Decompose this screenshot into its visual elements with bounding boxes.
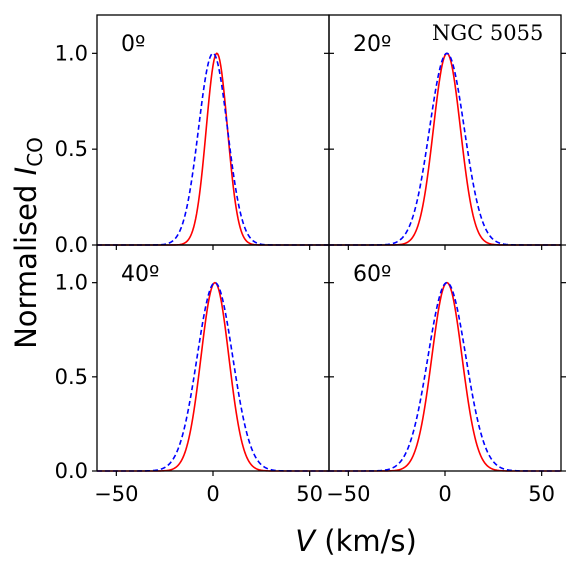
series-line-solid bbox=[329, 281, 561, 472]
series-line-dashed bbox=[97, 281, 329, 472]
series-line-solid bbox=[97, 52, 329, 246]
y-axis-title: Normalised ICO bbox=[9, 137, 47, 349]
y-tick-label: 0.5 bbox=[55, 365, 88, 389]
galaxy-label: NGC 5055 bbox=[432, 21, 543, 45]
y-tick-label: 0.5 bbox=[55, 137, 88, 161]
panel-label: 60º bbox=[353, 262, 391, 287]
series-line-dashed bbox=[329, 281, 561, 472]
series-line-solid bbox=[329, 52, 561, 246]
x-tick-label: 50 bbox=[296, 482, 323, 506]
panel-label: 0º bbox=[121, 32, 145, 57]
panel-0: 0.0 0.5 1.0 0º bbox=[55, 14, 334, 257]
panel-label: 20º bbox=[353, 32, 391, 57]
panel-2: 0.0 0.5 1.0 −50 0 50 40º bbox=[55, 244, 334, 506]
x-tick-label: 0 bbox=[438, 482, 451, 506]
y-tick-label: 1.0 bbox=[55, 41, 88, 65]
x-axis-title-unit: (km/s) bbox=[315, 524, 417, 558]
y-axis-title-var: I bbox=[9, 167, 43, 176]
y-tick-label: 1.0 bbox=[55, 271, 88, 295]
panels: 0.0 0.5 1.0 0º 20º 0.0 0.5 1.0 −50 0 50 40º −50 0 50 60… bbox=[55, 14, 566, 506]
y-axis-title-prefix: Normalised bbox=[9, 175, 43, 349]
panel-label: 40º bbox=[121, 262, 159, 287]
x-tick-label: 0 bbox=[206, 482, 219, 506]
panel-1: 20º bbox=[324, 14, 566, 250]
x-tick-label: −50 bbox=[94, 482, 138, 506]
y-tick-label: 0.0 bbox=[55, 459, 88, 483]
x-tick-label: −50 bbox=[326, 482, 370, 506]
x-axis-title: V (km/s) bbox=[295, 524, 417, 558]
x-tick-label: 50 bbox=[528, 482, 555, 506]
panel-3: −50 0 50 60º bbox=[324, 244, 566, 506]
y-axis-title-sub: CO bbox=[23, 137, 47, 167]
y-tick-label: 0.0 bbox=[55, 233, 88, 257]
series-line-dashed bbox=[329, 52, 561, 246]
series-line-dashed bbox=[97, 52, 329, 246]
x-axis-title-var: V bbox=[295, 524, 317, 558]
series-line-solid bbox=[97, 281, 329, 472]
